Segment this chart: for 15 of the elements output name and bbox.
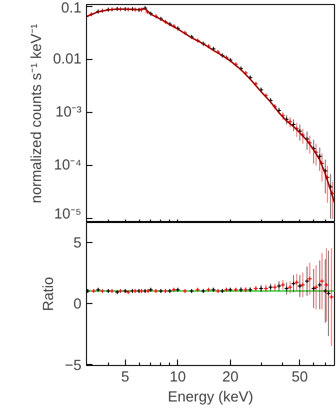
x-tick-label: 20 bbox=[222, 370, 239, 386]
x-tick-label: 10 bbox=[170, 370, 186, 386]
y-axis-title: Ratio bbox=[40, 276, 57, 312]
y-tick-label: 0 bbox=[73, 296, 82, 313]
x-axis-title: Energy (keV) bbox=[168, 390, 254, 406]
y-axis-title: normalized counts s⁻¹ keV⁻¹ bbox=[28, 24, 45, 204]
y-tick-label: 10⁻³ bbox=[55, 104, 82, 121]
y-tick-label: 10⁻⁴ bbox=[54, 158, 82, 174]
y-tick-label: 10⁻⁵ bbox=[54, 206, 82, 222]
y-tick-label: 0.01 bbox=[52, 52, 82, 68]
y-tick-label: −5 bbox=[64, 358, 82, 374]
y-tick-label: 0.1 bbox=[61, 0, 82, 16]
x-tick-label: 5 bbox=[121, 370, 130, 386]
x-tick-label: 50 bbox=[292, 370, 308, 386]
y-tick-label: 5 bbox=[73, 236, 82, 252]
